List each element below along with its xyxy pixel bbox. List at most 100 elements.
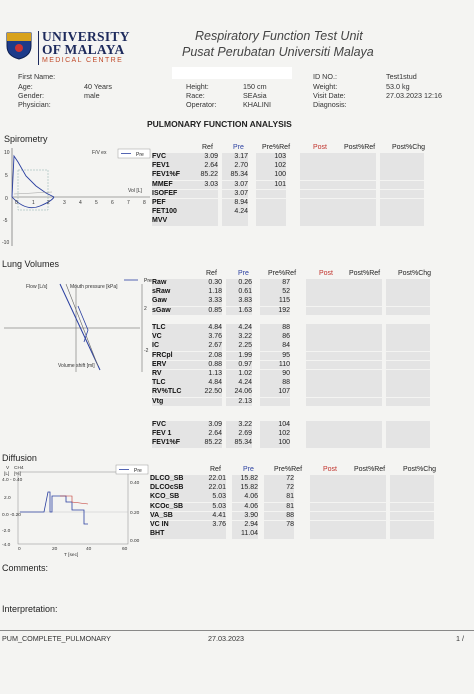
postchg-cell — [380, 180, 424, 190]
spiro-col-postref: Post%Ref — [344, 144, 376, 151]
ref-value: 3.03 — [192, 180, 218, 190]
pre-value: 24.06 — [226, 388, 252, 397]
diff-col-postref: Post%Ref — [354, 466, 386, 473]
pre-pct-ref-value: 104 — [260, 421, 290, 430]
postref-cell — [338, 342, 382, 351]
footer-template-name: PUM_COMPLETE_PULMONARY — [2, 634, 111, 643]
pre-pct-ref-value — [260, 397, 290, 407]
postref-cell — [332, 198, 376, 208]
table-row: FRCpl 2.08 1.99 95 — [152, 351, 462, 361]
spiro-ytick-neg5: -5 — [3, 218, 8, 224]
diff-col-post: Post — [323, 466, 338, 473]
pre-pct-ref-value: 102 — [256, 162, 286, 171]
postchg-cell — [390, 511, 434, 521]
pre-value: 3.07 — [222, 189, 248, 199]
physician-label: Physician: — [18, 100, 51, 109]
table-row: FEV1%F 85.22 85.34 100 — [152, 171, 462, 180]
spiro-col-pre: Pre — [233, 144, 244, 151]
lv-ytick-neg2: -2 — [144, 348, 149, 354]
diff-axis-l: [L] — [4, 471, 9, 477]
row-label: Gaw — [152, 297, 198, 306]
postchg-cell — [390, 493, 434, 502]
post-cell — [306, 306, 350, 316]
diff-xtick: 60 — [122, 546, 128, 552]
row-label: sGaw — [152, 306, 198, 316]
volume-shift-label: Volume shift [ml] — [58, 363, 95, 369]
postref-cell — [332, 208, 376, 217]
postchg-cell — [386, 279, 430, 288]
pre-pct-ref-value: 192 — [260, 306, 290, 316]
pre-value: 4.06 — [232, 502, 258, 512]
row-label: RV%TLC — [152, 388, 198, 397]
row-label: DLCOcSB — [150, 484, 200, 493]
spiro-ytick-5: 5 — [5, 173, 8, 179]
pre-value: 0.26 — [226, 279, 252, 288]
table-row: PEF 8.94 — [152, 198, 462, 208]
postchg-cell — [380, 162, 424, 171]
post-cell — [310, 484, 354, 493]
postref-cell — [338, 397, 382, 407]
diff-right-tick: 0.20 — [130, 510, 140, 516]
diff-ytick-top: 4.0 - 0.40 — [2, 477, 23, 483]
post-cell — [306, 360, 350, 370]
post-cell — [310, 475, 354, 484]
row-label: VC IN — [150, 520, 200, 530]
ref-value: 3.76 — [196, 333, 222, 342]
university-name-line1: UNIVERSITY — [42, 29, 130, 44]
spiro-xtick: 1 — [32, 200, 35, 206]
post-cell — [310, 520, 354, 530]
diff-right-tick: 0.00 — [130, 538, 140, 544]
postref-cell — [342, 493, 386, 502]
lung-volumes-title: Lung Volumes — [2, 259, 60, 269]
post-cell — [306, 439, 350, 448]
postref-cell — [338, 306, 382, 316]
ref-value — [192, 208, 218, 217]
spiro-ytick-0: 0 — [5, 196, 8, 202]
pre-pct-ref-value: 107 — [260, 388, 290, 397]
postchg-cell — [380, 153, 424, 162]
height-label: Height: — [186, 82, 209, 91]
ref-value: 1.18 — [196, 288, 222, 297]
postref-cell — [332, 153, 376, 162]
row-label: ERV — [152, 360, 198, 370]
pre-pct-ref-value — [256, 189, 286, 199]
race-value: SEAsia — [243, 91, 267, 100]
unit-title-malay: Pusat Perubatan Universiti Malaya — [182, 45, 374, 59]
postchg-cell — [386, 421, 430, 430]
diff-axis-ch4: CH4 — [14, 465, 24, 471]
pre-pct-ref-value: 88 — [264, 511, 294, 521]
diff-col-preref: Pre%Ref — [274, 466, 303, 473]
post-cell — [300, 162, 344, 171]
spirometry-table: FVC 3.09 3.17 103 FEV1 2.64 2.70 102 FEV1%F 85.22… — [152, 153, 462, 227]
row-label: FRCpl — [152, 351, 198, 361]
table-row: FEV 1 2.64 2.69 102 — [152, 430, 462, 439]
pre-value: 11.04 — [232, 530, 258, 539]
row-label: ISOFEF — [152, 189, 194, 199]
diff-legend-box — [115, 464, 149, 475]
pre-pct-ref-value: 101 — [256, 180, 286, 190]
pre-value: 0.61 — [226, 288, 252, 297]
postchg-cell — [386, 333, 430, 342]
table-row: Raw 0.30 0.26 87 — [152, 279, 462, 288]
pre-value: 1.99 — [226, 351, 252, 361]
postchg-cell — [390, 530, 434, 539]
pre-pct-ref-value: 72 — [264, 475, 294, 484]
postref-cell — [338, 279, 382, 288]
table-row: VA_SB 4.41 3.90 88 — [150, 511, 462, 521]
table-row: sGaw 0.85 1.63 192 — [152, 306, 462, 316]
ref-value: 3.76 — [200, 520, 226, 530]
postchg-cell — [386, 439, 430, 448]
postchg-cell — [386, 351, 430, 361]
pre-pct-ref-value: 100 — [256, 171, 286, 180]
ref-value: 3.09 — [192, 153, 218, 162]
table-row: VC IN 3.76 2.94 78 — [150, 520, 462, 530]
post-cell — [306, 342, 350, 351]
row-label: FEV1%F — [152, 171, 194, 180]
diff-ytick: -4.0 — [2, 542, 11, 548]
pre-value: 15.82 — [232, 484, 258, 493]
spiro-ytick-neg10: -10 — [2, 240, 9, 246]
ref-value — [192, 217, 218, 226]
pre-pct-ref-value: 90 — [260, 369, 290, 379]
spiro-x-ticks: 0 1 2 3 4 5 6 7 8 — [15, 200, 146, 206]
university-crest-icon — [6, 32, 32, 60]
